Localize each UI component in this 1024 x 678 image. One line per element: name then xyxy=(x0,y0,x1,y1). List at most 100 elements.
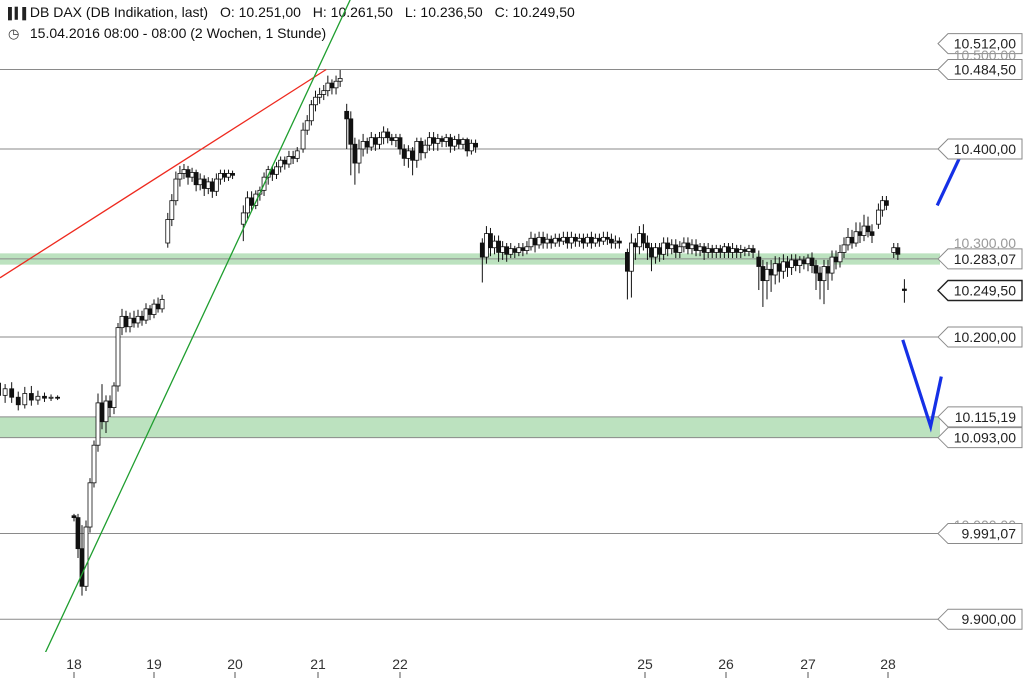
candle-body xyxy=(709,248,715,253)
candle-body xyxy=(861,225,867,236)
y-label-text: 9.900,00 xyxy=(962,611,1017,627)
candle-body xyxy=(734,248,740,253)
candle-29 xyxy=(143,303,149,324)
candle-body xyxy=(294,150,300,159)
candle-body xyxy=(730,248,735,253)
candle-104 xyxy=(464,137,470,157)
candle-156 xyxy=(681,237,687,253)
candle-27 xyxy=(135,309,141,328)
candle-body xyxy=(540,236,546,244)
candle-body xyxy=(300,129,306,150)
candle-body xyxy=(793,259,799,266)
candle-97 xyxy=(435,133,441,151)
candle-125 xyxy=(552,233,558,247)
x-tick-label-20: 20 xyxy=(227,656,243,672)
candle-body xyxy=(532,237,538,246)
candle-body xyxy=(552,237,558,244)
candle-13 xyxy=(79,525,85,596)
candle-body xyxy=(9,388,15,398)
candle-body xyxy=(393,137,399,141)
candle-139 xyxy=(609,233,614,249)
candle-122 xyxy=(540,231,546,249)
candle-body xyxy=(372,137,378,145)
candle-body xyxy=(805,257,811,265)
candle-126 xyxy=(556,233,562,247)
candle-body xyxy=(143,308,149,321)
candle-body xyxy=(165,219,171,244)
candle-body xyxy=(333,80,339,89)
candle-52 xyxy=(245,191,250,219)
y-level-label-2: 10.484,50 xyxy=(937,58,1023,80)
candle-19 xyxy=(103,395,109,433)
candle-body xyxy=(560,236,566,242)
candle-155 xyxy=(677,241,683,259)
candle-body xyxy=(492,240,497,249)
candle-38 xyxy=(181,164,187,180)
candle-46 xyxy=(213,173,219,196)
candle-136 xyxy=(597,233,602,247)
trendline-0 xyxy=(0,68,327,279)
candle-138 xyxy=(605,231,610,245)
candle-body xyxy=(286,156,292,165)
candle-202 xyxy=(869,224,875,244)
candle-76 xyxy=(348,111,354,176)
close-value: C: 10.249,50 xyxy=(494,4,575,20)
candle-body xyxy=(426,137,432,146)
candle-66 xyxy=(304,115,310,135)
candle-88 xyxy=(397,133,403,155)
candle-14 xyxy=(83,520,89,591)
candle-11 xyxy=(71,513,77,522)
candle-body xyxy=(902,288,907,291)
candle-42 xyxy=(197,173,203,191)
candle-62 xyxy=(286,150,292,168)
candle-body xyxy=(484,233,489,258)
candle-200 xyxy=(861,214,867,242)
candle-body xyxy=(785,261,790,268)
candle-196 xyxy=(845,227,851,251)
candle-body xyxy=(290,156,296,159)
candle-body xyxy=(681,242,687,248)
candle-132 xyxy=(581,233,586,249)
candle-199 xyxy=(857,222,863,244)
candle-body xyxy=(589,236,594,244)
candle-body xyxy=(447,137,453,147)
candle-body xyxy=(657,247,662,255)
candle-208 xyxy=(902,279,907,303)
candle-148 xyxy=(649,243,654,272)
candle-body xyxy=(185,169,191,178)
candle-45 xyxy=(209,178,215,198)
candle-72 xyxy=(329,79,335,95)
candle-135 xyxy=(593,233,598,247)
candle-body xyxy=(274,166,279,175)
candle-188 xyxy=(813,259,819,291)
y-label-box xyxy=(937,427,1023,449)
candle-body xyxy=(556,237,562,242)
candle-65 xyxy=(300,122,306,153)
x-tick-label-25: 25 xyxy=(637,656,653,672)
candle-70 xyxy=(321,85,327,101)
candle-body xyxy=(364,141,370,148)
candle-91 xyxy=(410,147,416,176)
candle-body xyxy=(131,317,137,324)
candle-body xyxy=(22,393,28,406)
candle-body xyxy=(410,150,416,161)
candle-body xyxy=(781,261,786,272)
candle-body xyxy=(356,148,362,164)
candle-93 xyxy=(418,137,424,161)
candle-body xyxy=(197,178,203,186)
candle-body xyxy=(797,259,803,266)
period-text: 15.04.2016 08:00 - 08:00 (2 Wochen, 1 St… xyxy=(29,25,327,41)
candle-44 xyxy=(205,177,211,195)
candle-54 xyxy=(253,190,259,210)
candle-99 xyxy=(443,133,449,148)
candle-body xyxy=(516,247,522,253)
candle-body xyxy=(87,482,93,528)
candle-50 xyxy=(230,170,235,180)
candle-body xyxy=(464,139,470,152)
candle-body xyxy=(127,317,133,328)
candle-body xyxy=(177,173,183,180)
candle-body xyxy=(772,263,778,276)
candle-body xyxy=(789,259,794,268)
candle-body xyxy=(829,256,835,274)
